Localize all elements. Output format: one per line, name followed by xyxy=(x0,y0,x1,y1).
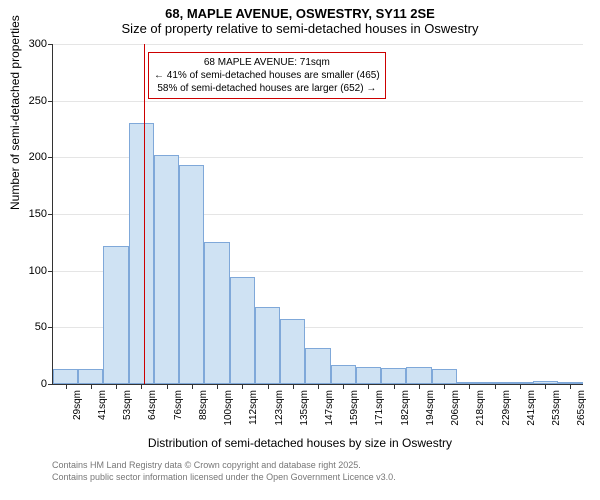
xtick-label: 123sqm xyxy=(272,390,285,426)
xtick-label: 253sqm xyxy=(549,390,562,426)
xtick-mark xyxy=(394,384,395,389)
histogram-bar xyxy=(154,155,179,384)
xtick-mark xyxy=(217,384,218,389)
xtick-label: 147sqm xyxy=(322,390,335,426)
xtick-mark xyxy=(469,384,470,389)
ytick-label: 300 xyxy=(29,38,53,50)
ytick-label: 150 xyxy=(29,208,53,220)
xtick-mark xyxy=(192,384,193,389)
histogram-bar xyxy=(230,277,255,384)
xtick-mark xyxy=(66,384,67,389)
xtick-mark xyxy=(318,384,319,389)
histogram-bar xyxy=(129,123,154,384)
histogram-bar xyxy=(179,165,204,384)
xtick-label: 88sqm xyxy=(196,390,209,420)
gridline xyxy=(53,101,583,102)
footer-line-1: Contains HM Land Registry data © Crown c… xyxy=(52,460,396,472)
xtick-label: 229sqm xyxy=(499,390,512,426)
histogram-bar xyxy=(280,319,305,384)
xtick-label: 112sqm xyxy=(246,390,259,425)
histogram-bar xyxy=(432,369,457,384)
xtick-label: 159sqm xyxy=(347,390,360,426)
histogram-bar xyxy=(331,365,356,384)
annotation-line: ← 41% of semi-detached houses are smalle… xyxy=(154,69,380,82)
xtick-label: 182sqm xyxy=(398,390,411,426)
xtick-mark xyxy=(444,384,445,389)
xtick-label: 241sqm xyxy=(524,390,537,426)
xtick-label: 206sqm xyxy=(448,390,461,426)
annotation-box: 68 MAPLE AVENUE: 71sqm← 41% of semi-deta… xyxy=(148,52,386,99)
xtick-label: 76sqm xyxy=(171,390,184,420)
xtick-label: 64sqm xyxy=(145,390,158,420)
xtick-mark xyxy=(545,384,546,389)
xtick-mark xyxy=(368,384,369,389)
plot-area: 05010015020025030029sqm41sqm53sqm64sqm76… xyxy=(52,44,583,385)
xtick-label: 100sqm xyxy=(221,390,234,426)
xtick-mark xyxy=(242,384,243,389)
xtick-mark xyxy=(116,384,117,389)
xtick-label: 265sqm xyxy=(574,390,587,426)
gridline xyxy=(53,44,583,45)
x-axis-title: Distribution of semi-detached houses by … xyxy=(0,436,600,450)
ytick-label: 100 xyxy=(29,265,53,277)
xtick-label: 194sqm xyxy=(423,390,436,426)
y-axis-title: Number of semi-detached properties xyxy=(8,15,22,210)
xtick-label: 53sqm xyxy=(120,390,133,420)
xtick-label: 218sqm xyxy=(473,390,486,426)
reference-marker-line xyxy=(144,44,145,384)
histogram-bar xyxy=(381,368,406,384)
chart-title-sub: Size of property relative to semi-detach… xyxy=(0,21,600,40)
histogram-bar xyxy=(78,369,103,384)
xtick-mark xyxy=(520,384,521,389)
xtick-mark xyxy=(141,384,142,389)
footer-line-2: Contains public sector information licen… xyxy=(52,472,396,484)
histogram-bar xyxy=(53,369,78,384)
footer-attribution: Contains HM Land Registry data © Crown c… xyxy=(52,460,396,483)
xtick-mark xyxy=(293,384,294,389)
ytick-label: 50 xyxy=(35,321,53,333)
chart-container: 68, MAPLE AVENUE, OSWESTRY, SY11 2SE Siz… xyxy=(0,0,600,500)
xtick-mark xyxy=(343,384,344,389)
xtick-label: 29sqm xyxy=(70,390,83,420)
xtick-mark xyxy=(419,384,420,389)
xtick-mark xyxy=(495,384,496,389)
xtick-mark xyxy=(167,384,168,389)
annotation-line: 68 MAPLE AVENUE: 71sqm xyxy=(154,56,380,69)
ytick-label: 0 xyxy=(41,378,53,390)
chart-title-main: 68, MAPLE AVENUE, OSWESTRY, SY11 2SE xyxy=(0,0,600,21)
xtick-label: 135sqm xyxy=(297,390,310,426)
histogram-bar xyxy=(406,367,431,384)
histogram-bar xyxy=(305,348,330,384)
xtick-label: 171sqm xyxy=(372,390,385,426)
xtick-label: 41sqm xyxy=(95,390,108,420)
annotation-line: 58% of semi-detached houses are larger (… xyxy=(154,82,380,95)
histogram-bar xyxy=(255,307,280,384)
xtick-mark xyxy=(268,384,269,389)
ytick-label: 200 xyxy=(29,151,53,163)
histogram-bar xyxy=(204,242,229,384)
xtick-mark xyxy=(91,384,92,389)
histogram-bar xyxy=(356,367,381,384)
ytick-label: 250 xyxy=(29,95,53,107)
xtick-mark xyxy=(570,384,571,389)
histogram-bar xyxy=(103,246,128,384)
